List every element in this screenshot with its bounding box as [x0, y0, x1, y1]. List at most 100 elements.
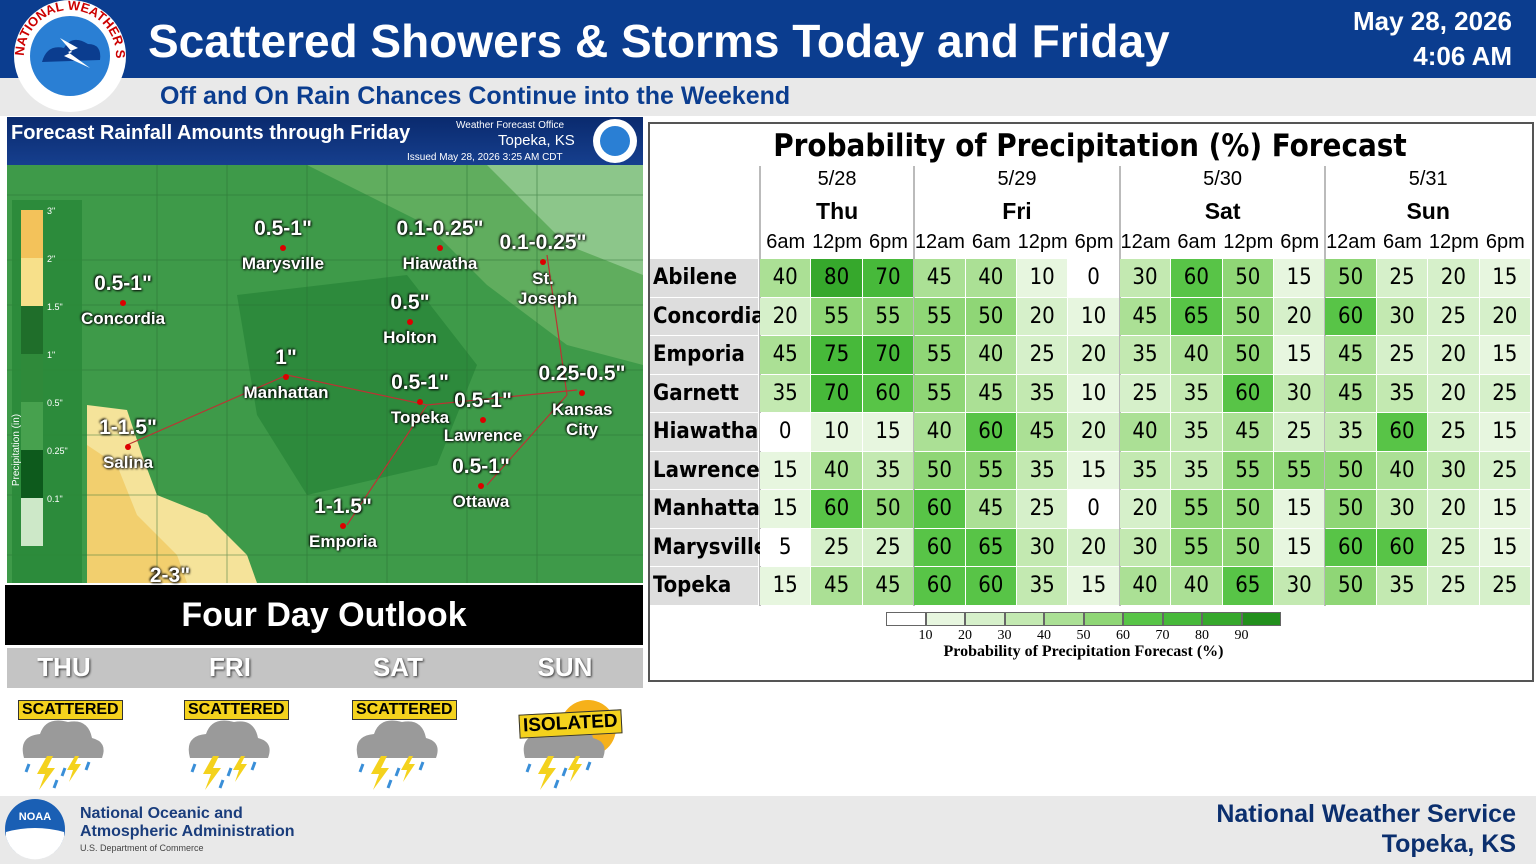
- pop-cell: 65: [965, 528, 1016, 566]
- day-label: Sat: [1204, 198, 1241, 224]
- table-title: Probability of Precipitation (%) Forecas…: [773, 128, 1407, 164]
- pop-cell: 60: [914, 490, 965, 528]
- subtitle-bar: [0, 78, 1536, 116]
- coverage-label: SCATTERED: [184, 700, 289, 720]
- pop-cell: 15: [1068, 567, 1119, 605]
- day-name: SAT: [372, 652, 424, 682]
- colorbar-box: [1004, 612, 1044, 626]
- pop-cell: 25: [811, 528, 862, 566]
- pop-cell: 20: [1068, 413, 1119, 451]
- pop-cell: 40: [965, 259, 1016, 297]
- colorbar-box: [1123, 612, 1163, 626]
- colorbar-tick: 60: [1116, 628, 1130, 643]
- lightning: [203, 756, 247, 790]
- pop-cell: 55: [965, 451, 1016, 489]
- city-name: Kansas City: [552, 400, 613, 439]
- colorbar-tick: 70: [1155, 628, 1170, 643]
- cloud: [188, 720, 270, 758]
- legend-label: 1": [47, 350, 55, 360]
- agency-line2: Atmospheric Administration: [80, 823, 295, 840]
- office-line2: Topeka, KS: [1381, 830, 1516, 858]
- pop-cell: 60: [1376, 413, 1428, 451]
- pop-cell: 20: [1479, 297, 1530, 335]
- pop-cell: 55: [811, 297, 862, 335]
- time-label: 12am: [1120, 231, 1171, 253]
- time-label: 6am: [1383, 231, 1422, 253]
- legend-swatch: [21, 498, 43, 546]
- office-label: Weather Forecast Office: [456, 120, 565, 131]
- city-dot: [437, 245, 443, 251]
- pop-cell: 35: [1376, 567, 1428, 605]
- pop-cell: 25: [1017, 490, 1068, 528]
- city-name: Emporia: [308, 532, 378, 551]
- legend-label: 3": [47, 206, 55, 216]
- rain-amount: 0.5-1": [454, 389, 512, 412]
- rain: [358, 761, 425, 789]
- pop-cell: 60: [1171, 259, 1222, 297]
- city-name: Concordia: [80, 309, 166, 328]
- pop-cell: 50: [862, 490, 914, 528]
- pop-cell: 55: [1274, 451, 1325, 489]
- rain-amount: 0.5-1": [94, 272, 152, 295]
- pop-cell: 0: [1068, 490, 1119, 528]
- lightning: [371, 756, 415, 790]
- pop-cell: 25: [1274, 413, 1325, 451]
- pop-cell: 20: [1119, 490, 1171, 528]
- pop-cell: 40: [914, 413, 965, 451]
- pop-cell: 70: [862, 259, 914, 297]
- time-label: 12am: [1326, 231, 1377, 253]
- pop-cell: 15: [1068, 451, 1119, 489]
- city-dot: [340, 523, 346, 529]
- pop-cell: 40: [1119, 413, 1171, 451]
- pop-cell: 25: [1376, 259, 1428, 297]
- pop-cell: 50: [1325, 451, 1376, 489]
- colorbar-box: [1083, 612, 1123, 626]
- pop-cell: 15: [760, 490, 811, 528]
- pop-cell: 20: [1017, 297, 1068, 335]
- pop-cell: 20: [760, 297, 811, 335]
- pop-cell: 60: [965, 413, 1016, 451]
- time-label: 12am: [914, 231, 965, 253]
- pop-cell: 35: [1017, 567, 1068, 605]
- pop-cell: 45: [1119, 297, 1171, 335]
- pop-cell: 50: [965, 297, 1016, 335]
- colorbar-tick: 40: [1037, 628, 1051, 643]
- city-label: Topeka: [650, 567, 758, 605]
- rain-amount: 0.5-1": [391, 371, 449, 394]
- legend-swatch: [21, 354, 43, 402]
- pop-cell: 25: [1017, 336, 1068, 374]
- map-logo: [593, 119, 637, 163]
- time-label: 12pm: [1017, 231, 1068, 253]
- time-label: 6am: [1177, 231, 1217, 253]
- city-dot: [540, 259, 546, 265]
- pop-cell: 35: [1119, 336, 1171, 374]
- weather-icon: [188, 720, 270, 790]
- pop-cell: 30: [1274, 374, 1325, 412]
- pop-cell: 35: [1325, 413, 1376, 451]
- city-label: Lawrence: [650, 451, 760, 489]
- legend-title: Precipitation (in): [11, 414, 22, 486]
- city-label: Concordia: [650, 297, 765, 335]
- pop-cell: 35: [1376, 374, 1428, 412]
- pop-cell: 15: [1479, 413, 1530, 451]
- weather-icon: [22, 720, 104, 790]
- date-label: 5/29: [997, 168, 1037, 190]
- colorbar-tick: 90: [1234, 628, 1249, 643]
- pop-cell: 55: [914, 336, 965, 374]
- pop-cell: 80: [811, 259, 862, 297]
- city-name: Holton: [383, 328, 437, 347]
- pop-cell: 45: [965, 374, 1016, 412]
- rain-amount: 0.5-1": [254, 217, 312, 240]
- pop-cell: 25: [1479, 451, 1530, 489]
- pop-cell: 35: [1017, 451, 1068, 489]
- city-label: Marysville: [650, 528, 767, 566]
- colorbar-label: Probability of Precipitation Forecast (%…: [943, 643, 1224, 660]
- pop-cell: 70: [811, 374, 862, 412]
- pop-cell: 25: [1376, 336, 1428, 374]
- pop-cell: 45: [1325, 336, 1376, 374]
- city-name: Salina: [102, 453, 154, 472]
- pop-cell: 45: [1325, 374, 1376, 412]
- pop-cell: 15: [1479, 259, 1530, 297]
- pop-cell: 60: [862, 374, 914, 412]
- day-label: Thu: [816, 198, 859, 224]
